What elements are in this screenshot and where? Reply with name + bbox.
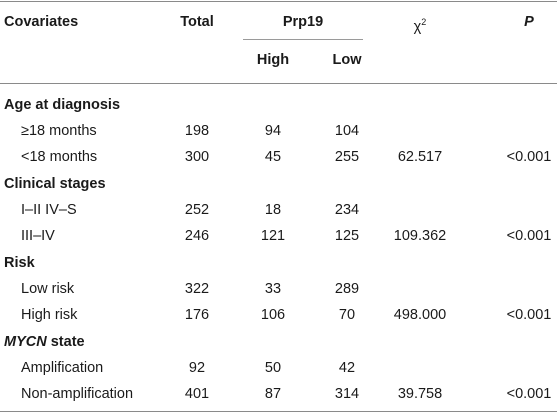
header-covariates: Covariates [4, 14, 79, 30]
chi-symbol: χ [413, 19, 422, 35]
cell-p-value: <0.001 [506, 386, 552, 402]
cell-low: 104 [334, 123, 360, 139]
cell-high: 87 [264, 386, 282, 402]
header-chi-square: χ2 [414, 13, 427, 36]
section-title: Clinical stages [4, 175, 106, 193]
header-p: P [524, 14, 534, 30]
row-label: Non-amplification [21, 386, 134, 402]
header-bottom-rule [0, 83, 557, 84]
cell-low: 255 [334, 149, 360, 165]
cell-total: 401 [184, 386, 210, 402]
header-prp19: Prp19 [282, 14, 324, 30]
cell-chi-square: 109.362 [393, 228, 447, 244]
cell-low: 314 [334, 386, 360, 402]
row-label: Amplification [21, 360, 104, 376]
section-title-italic: MYCN [4, 334, 47, 350]
cell-total: 322 [184, 281, 210, 297]
cell-p-value: <0.001 [506, 307, 552, 323]
cell-high: 94 [264, 123, 282, 139]
cell-high: 50 [264, 360, 282, 376]
cell-p-value: <0.001 [506, 149, 552, 165]
row-label: III–IV [21, 228, 55, 244]
cell-total: 300 [184, 149, 210, 165]
cell-chi-square: 62.517 [397, 149, 443, 165]
top-rule [0, 1, 557, 2]
cell-high: 33 [264, 281, 282, 297]
chi-superscript: 2 [421, 17, 427, 27]
cell-total: 92 [188, 360, 206, 376]
cell-total: 198 [184, 123, 210, 139]
cell-low: 125 [334, 228, 360, 244]
cell-high: 45 [264, 149, 282, 165]
row-label: Low risk [21, 281, 75, 297]
row-label: High risk [21, 307, 78, 323]
cell-p-value: <0.001 [506, 228, 552, 244]
section-title: MYCN state [4, 333, 85, 351]
row-label: I–II IV–S [21, 202, 77, 218]
cell-low: 234 [334, 202, 360, 218]
cell-low: 70 [338, 307, 356, 323]
section-title-text: Risk [4, 255, 35, 271]
cell-total: 246 [184, 228, 210, 244]
cell-total: 176 [184, 307, 210, 323]
cell-low: 289 [334, 281, 360, 297]
cell-chi-square: 498.000 [393, 307, 447, 323]
cell-high: 121 [260, 228, 286, 244]
bottom-rule [0, 411, 557, 412]
section-title-rest: state [46, 334, 85, 350]
cell-high: 106 [260, 307, 286, 323]
row-label: ≥18 months [21, 123, 97, 139]
header-low: Low [332, 52, 362, 68]
cell-chi-square: 39.758 [397, 386, 443, 402]
cell-low: 42 [338, 360, 356, 376]
row-label: <18 months [21, 149, 98, 165]
header-high: High [256, 52, 290, 68]
header-total: Total [180, 14, 214, 30]
section-title: Risk [4, 254, 35, 272]
section-title-text: Clinical stages [4, 176, 106, 192]
section-title: Age at diagnosis [4, 96, 120, 114]
section-title-text: Age at diagnosis [4, 97, 121, 113]
cell-high: 18 [264, 202, 282, 218]
prp19-span-rule [243, 39, 363, 40]
cell-total: 252 [184, 202, 210, 218]
